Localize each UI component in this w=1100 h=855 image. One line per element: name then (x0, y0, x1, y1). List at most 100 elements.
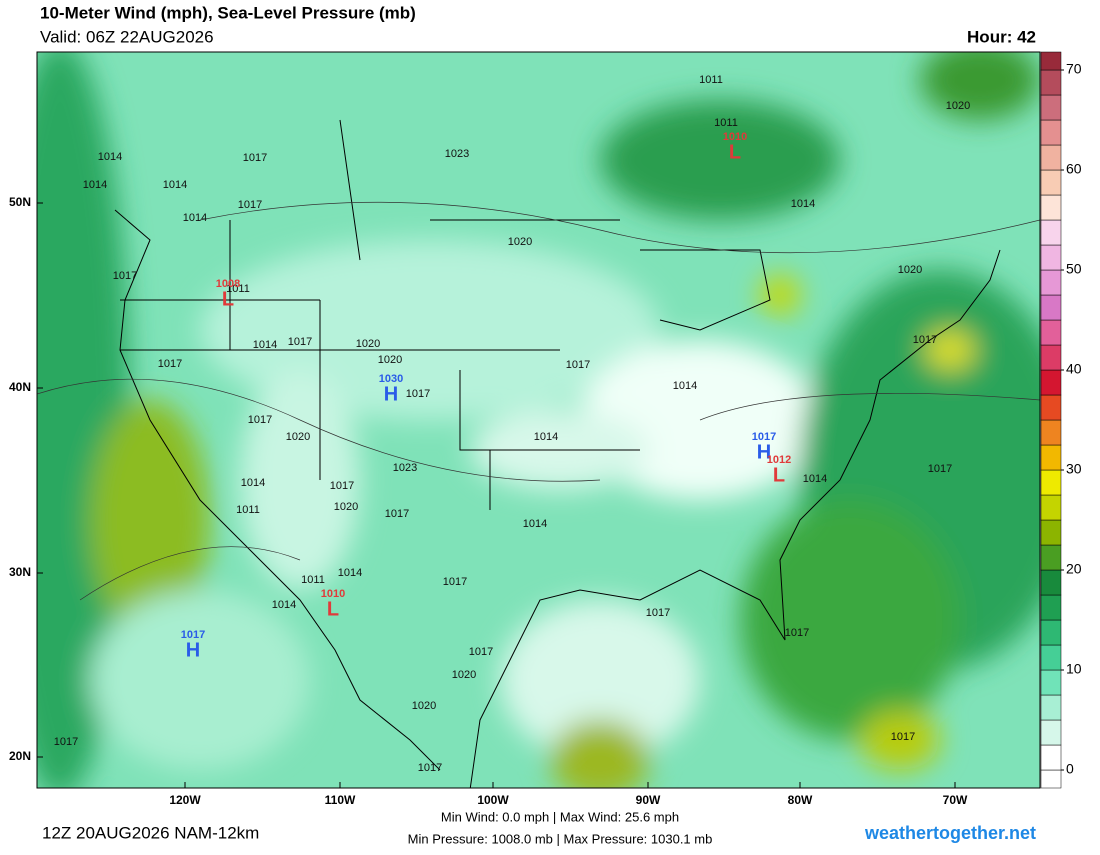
colorbar-tick-label: 40 (1066, 361, 1082, 377)
center-value: 1017 (181, 629, 205, 641)
isobar-label: 1020 (946, 100, 970, 112)
isobar-label: 1017 (248, 414, 272, 426)
colorbar-bin (1040, 119, 1062, 146)
colorbar-bin (1040, 69, 1062, 96)
title: 10-Meter Wind (mph), Sea-Level Pressure … (40, 3, 416, 22)
isobar-label: 1020 (286, 431, 310, 443)
wind-shading (37, 52, 1040, 788)
colorbar-bin (1040, 519, 1062, 546)
isobar-label: 1014 (241, 477, 265, 489)
lat-label: 50N (9, 195, 31, 209)
isobar-label: 1014 (83, 179, 107, 191)
isobar-label: 1014 (272, 599, 296, 611)
isobar-label: 1017 (406, 388, 430, 400)
isobar-label: 1020 (378, 354, 402, 366)
colorbar-bin (1040, 394, 1062, 421)
isobar-label: 1017 (243, 152, 267, 164)
colorbar-bin (1040, 369, 1062, 396)
colorbar-tick-label: 50 (1066, 261, 1082, 277)
colorbar-bin (1040, 644, 1062, 671)
colorbar-bin (1040, 219, 1062, 246)
colorbar-tick-label: 70 (1066, 61, 1082, 77)
center-symbol: H (186, 639, 200, 661)
isobar-label: 1017 (443, 576, 467, 588)
colorbar-bin (1040, 94, 1062, 121)
isobar-label: 1011 (714, 117, 738, 129)
lon-label: 100W (477, 793, 509, 807)
center-value: 1012 (767, 454, 791, 466)
isobar-label: 1014 (803, 473, 827, 485)
colorbar-tick-label: 10 (1066, 661, 1082, 677)
center-value: 1008 (216, 278, 240, 290)
isobar-label: 1011 (236, 504, 260, 516)
isobar-label: 1014 (163, 179, 187, 191)
isobar-label: 1017 (158, 358, 182, 370)
isobar-label: 1017 (646, 607, 670, 619)
isobar-label: 1017 (785, 627, 809, 639)
colorbar-bin (1040, 419, 1062, 446)
colorbar-tick-label: 20 (1066, 561, 1082, 577)
isobar-label: 1014 (338, 567, 362, 579)
model-run: 12Z 20AUG2026 NAM-12km (42, 823, 259, 842)
forecast-hour: Hour: 42 (967, 27, 1036, 46)
center-symbol: L (729, 141, 741, 163)
colorbar-bin (1040, 669, 1062, 696)
lat-label: 40N (9, 380, 31, 394)
isobar-label: 1017 (238, 199, 262, 211)
colorbar-bin (1040, 594, 1062, 621)
isobar-label: 1014 (98, 151, 122, 163)
colorbar-tick-label: 60 (1066, 161, 1082, 177)
lat-label: 20N (9, 749, 31, 763)
isobar-label: 1014 (523, 518, 547, 530)
isobar-label: 1020 (356, 338, 380, 350)
colorbar-bin (1040, 294, 1062, 321)
colorbar-bin (1040, 544, 1062, 571)
isobar-label: 1014 (534, 431, 558, 443)
isobar-label: 1017 (288, 336, 312, 348)
colorbar-bin (1040, 194, 1062, 221)
wind-stats: Min Wind: 0.0 mph | Max Wind: 25.6 mph (441, 809, 679, 824)
isobar-label: 1017 (913, 334, 937, 346)
isobar-label: 1017 (330, 480, 354, 492)
colorbar-tick-label: 0 (1066, 761, 1074, 777)
colorbar-bin (1040, 619, 1062, 646)
colorbar-bin (1040, 344, 1062, 371)
isobar-label: 1014 (183, 212, 207, 224)
lon-label: 90W (636, 793, 661, 807)
colorbar-bin (1040, 469, 1062, 496)
colorbar-bin (1040, 569, 1062, 596)
valid-time: Valid: 06Z 22AUG2026 (40, 27, 214, 46)
center-value: 1010 (321, 588, 345, 600)
lon-label: 80W (788, 793, 813, 807)
colorbar-bin (1040, 744, 1062, 771)
lon-label: 110W (325, 793, 356, 807)
center-symbol: L (222, 288, 234, 310)
center-symbol: L (773, 464, 785, 486)
isobar-label: 1017 (418, 762, 442, 774)
isobar-label: 1014 (253, 339, 277, 351)
isobar-label: 1017 (113, 270, 137, 282)
isobar-label: 1020 (412, 700, 436, 712)
isobar-label: 1017 (891, 731, 915, 743)
isobar-label: 1014 (673, 380, 697, 392)
isobar-label: 1011 (226, 283, 250, 295)
map (37, 52, 1040, 788)
map-frame (36, 51, 1041, 789)
colorbar-bottom (1040, 769, 1062, 789)
isobar-label: 1017 (469, 646, 493, 658)
colorbar-bin (1040, 319, 1062, 346)
center-value: 1010 (723, 131, 747, 143)
colorbar-bin (1040, 244, 1062, 271)
isobar-label: 1014 (791, 198, 815, 210)
isobar-label: 1017 (566, 359, 590, 371)
isobar-label: 1011 (699, 74, 723, 86)
isobar-label: 1020 (508, 236, 532, 248)
isobar-label: 1017 (54, 736, 78, 748)
colorbar-tick-label: 30 (1066, 461, 1082, 477)
colorbar-bin (1040, 494, 1062, 521)
colorbar-bin (1040, 269, 1062, 296)
colorbar-bin (1040, 169, 1062, 196)
center-symbol: L (327, 598, 339, 620)
isobars (37, 201, 1040, 601)
center-value: 1017 (752, 431, 776, 443)
